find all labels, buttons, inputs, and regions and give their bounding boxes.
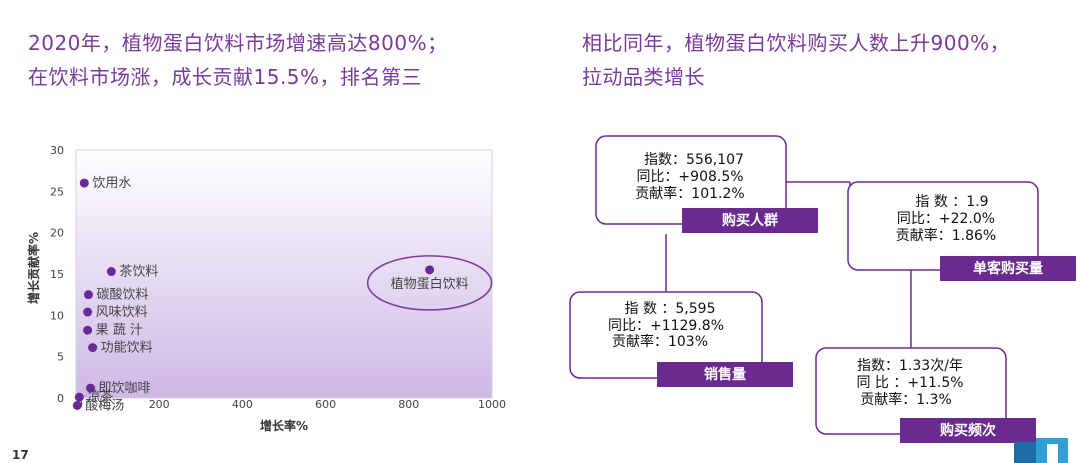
buyers-yoy: 同比：+908.5% xyxy=(636,169,743,185)
y-tick-label: 25 xyxy=(50,185,64,198)
data-point xyxy=(74,392,84,402)
frequency-title: 购买频次 xyxy=(940,422,996,439)
plot-area xyxy=(75,149,493,399)
buyers-tag xyxy=(682,208,818,233)
headline-left: 2020年，植物蛋白饮料市场增速高达800%； 在饮料市场涨，成长贡献15.5%… xyxy=(28,26,548,94)
brand-logo-icon xyxy=(1014,438,1074,463)
frequency-contribution: 贡献率：1.3% xyxy=(860,391,952,408)
y-axis-label: 增长贡献率% xyxy=(26,232,41,304)
frequency-tag xyxy=(900,418,1036,443)
y-tick-label: 15 xyxy=(50,268,64,281)
data-point-label: 茶饮料 xyxy=(119,264,158,280)
y-tick-label: 20 xyxy=(50,227,64,240)
data-point xyxy=(79,178,89,188)
data-point-label: 碳酸饮料 xyxy=(96,288,148,303)
metric-card-frequency: 指数：1.33次/年 同 比 ：+11.5% 贡献率：1.3% 购买频次 xyxy=(815,347,1036,443)
data-point-label: 植物蛋白饮料 xyxy=(391,276,469,292)
headline-right-line1: 相比同年，植物蛋白饮料购买人数上升900%， xyxy=(582,31,1011,55)
y-tick-label: 30 xyxy=(50,144,64,157)
x-tick-label: 600 xyxy=(315,398,336,411)
frequency-index: 指数：1.33次/年 xyxy=(857,358,963,374)
data-point xyxy=(72,400,82,410)
y-axis-ticks: 0 5 10 15 20 25 30 xyxy=(50,144,64,405)
scatter-chart: 0 5 10 15 20 25 30 0 200 400 600 800 1000 饮用水茶饮料碳酸饮… xyxy=(26,144,506,433)
x-axis-label: 增长率% xyxy=(260,418,308,433)
metric-diagram: 指数：556,107 同比：+908.5% 贡献率：101.2% 购买人群 指 … xyxy=(569,135,1076,443)
data-point-label: 果 蔬 汁 xyxy=(96,323,143,338)
sales-tag xyxy=(657,362,793,387)
data-point xyxy=(83,290,93,300)
per-customer-contribution: 贡献率：1.86% xyxy=(896,227,996,244)
data-point xyxy=(88,343,98,353)
sales-contribution: 贡献率：103% xyxy=(612,333,708,350)
buyers-title: 购买人群 xyxy=(722,212,778,229)
y-tick-label: 10 xyxy=(50,309,64,322)
data-point-label: 酸梅汤 xyxy=(85,398,124,413)
per-customer-index: 指 数 ：1.9 xyxy=(915,194,988,210)
y-tick-label: 5 xyxy=(57,351,64,364)
x-tick-label: 1000 xyxy=(478,398,506,411)
data-point xyxy=(106,267,116,277)
data-point xyxy=(83,307,93,317)
metric-card-buyers: 指数：556,107 同比：+908.5% 贡献率：101.2% 购买人群 xyxy=(595,135,818,233)
data-point xyxy=(86,383,96,393)
sales-title: 销售量 xyxy=(704,366,746,383)
buyers-contribution: 贡献率：101.2% xyxy=(635,185,744,202)
headline-right: 相比同年，植物蛋白饮料购买人数上升900%， 拉动品类增长 xyxy=(582,26,1072,94)
x-tick-label: 200 xyxy=(149,398,170,411)
x-tick-label: 800 xyxy=(398,398,419,411)
metric-card-per-customer: 指 数 ：1.9 同比：+22.0% 贡献率：1.86% 单客购买量 xyxy=(847,181,1076,281)
data-point xyxy=(83,325,93,335)
highlight-ring xyxy=(366,255,493,311)
data-point-label: 即饮咖啡 xyxy=(99,381,151,396)
data-point-label: 饮用水 xyxy=(92,176,131,191)
headline-left-line1: 2020年，植物蛋白饮料市场增速高达800%； xyxy=(28,31,448,55)
page-number: 17 xyxy=(12,448,29,462)
metric-card-sales: 指 数 ：5,595 同比：+1129.8% 贡献率：103% 销售量 xyxy=(569,291,793,387)
sales-index: 指 数 ：5,595 xyxy=(625,301,716,317)
x-tick-label: 400 xyxy=(232,398,253,411)
headline-right-line2: 拉动品类增长 xyxy=(582,65,705,89)
y-tick-label: 0 xyxy=(57,392,64,405)
sales-yoy: 同比：+1129.8% xyxy=(608,318,724,334)
data-point-label: 功能饮料 xyxy=(101,341,153,356)
headline-left-line2: 在饮料市场涨，成长贡献15.5%，排名第三 xyxy=(28,65,423,89)
per-customer-tag xyxy=(940,256,1076,281)
data-point-label: 风味饮料 xyxy=(96,305,148,320)
buyers-index: 指数：556,107 xyxy=(644,152,744,168)
data-point xyxy=(425,265,435,275)
per-customer-title: 单客购买量 xyxy=(973,260,1043,277)
frequency-yoy: 同 比 ：+11.5% xyxy=(856,375,963,391)
data-point-label: 凉茶 xyxy=(87,389,113,405)
per-customer-yoy: 同比：+22.0% xyxy=(897,211,995,227)
